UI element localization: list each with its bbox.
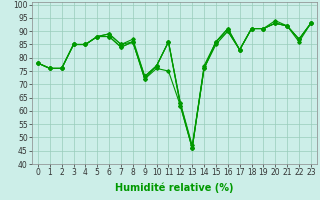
X-axis label: Humidité relative (%): Humidité relative (%) [115,183,234,193]
